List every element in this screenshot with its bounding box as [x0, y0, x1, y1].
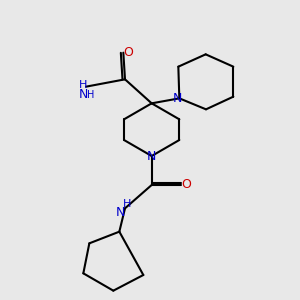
Text: N: N	[115, 206, 125, 219]
Text: H: H	[79, 80, 87, 90]
Text: N: N	[147, 149, 156, 163]
Text: N: N	[78, 88, 88, 101]
Text: N: N	[172, 92, 182, 105]
Text: H: H	[123, 199, 131, 209]
Text: H: H	[87, 90, 95, 100]
Text: O: O	[181, 178, 191, 191]
Text: O: O	[123, 46, 133, 59]
